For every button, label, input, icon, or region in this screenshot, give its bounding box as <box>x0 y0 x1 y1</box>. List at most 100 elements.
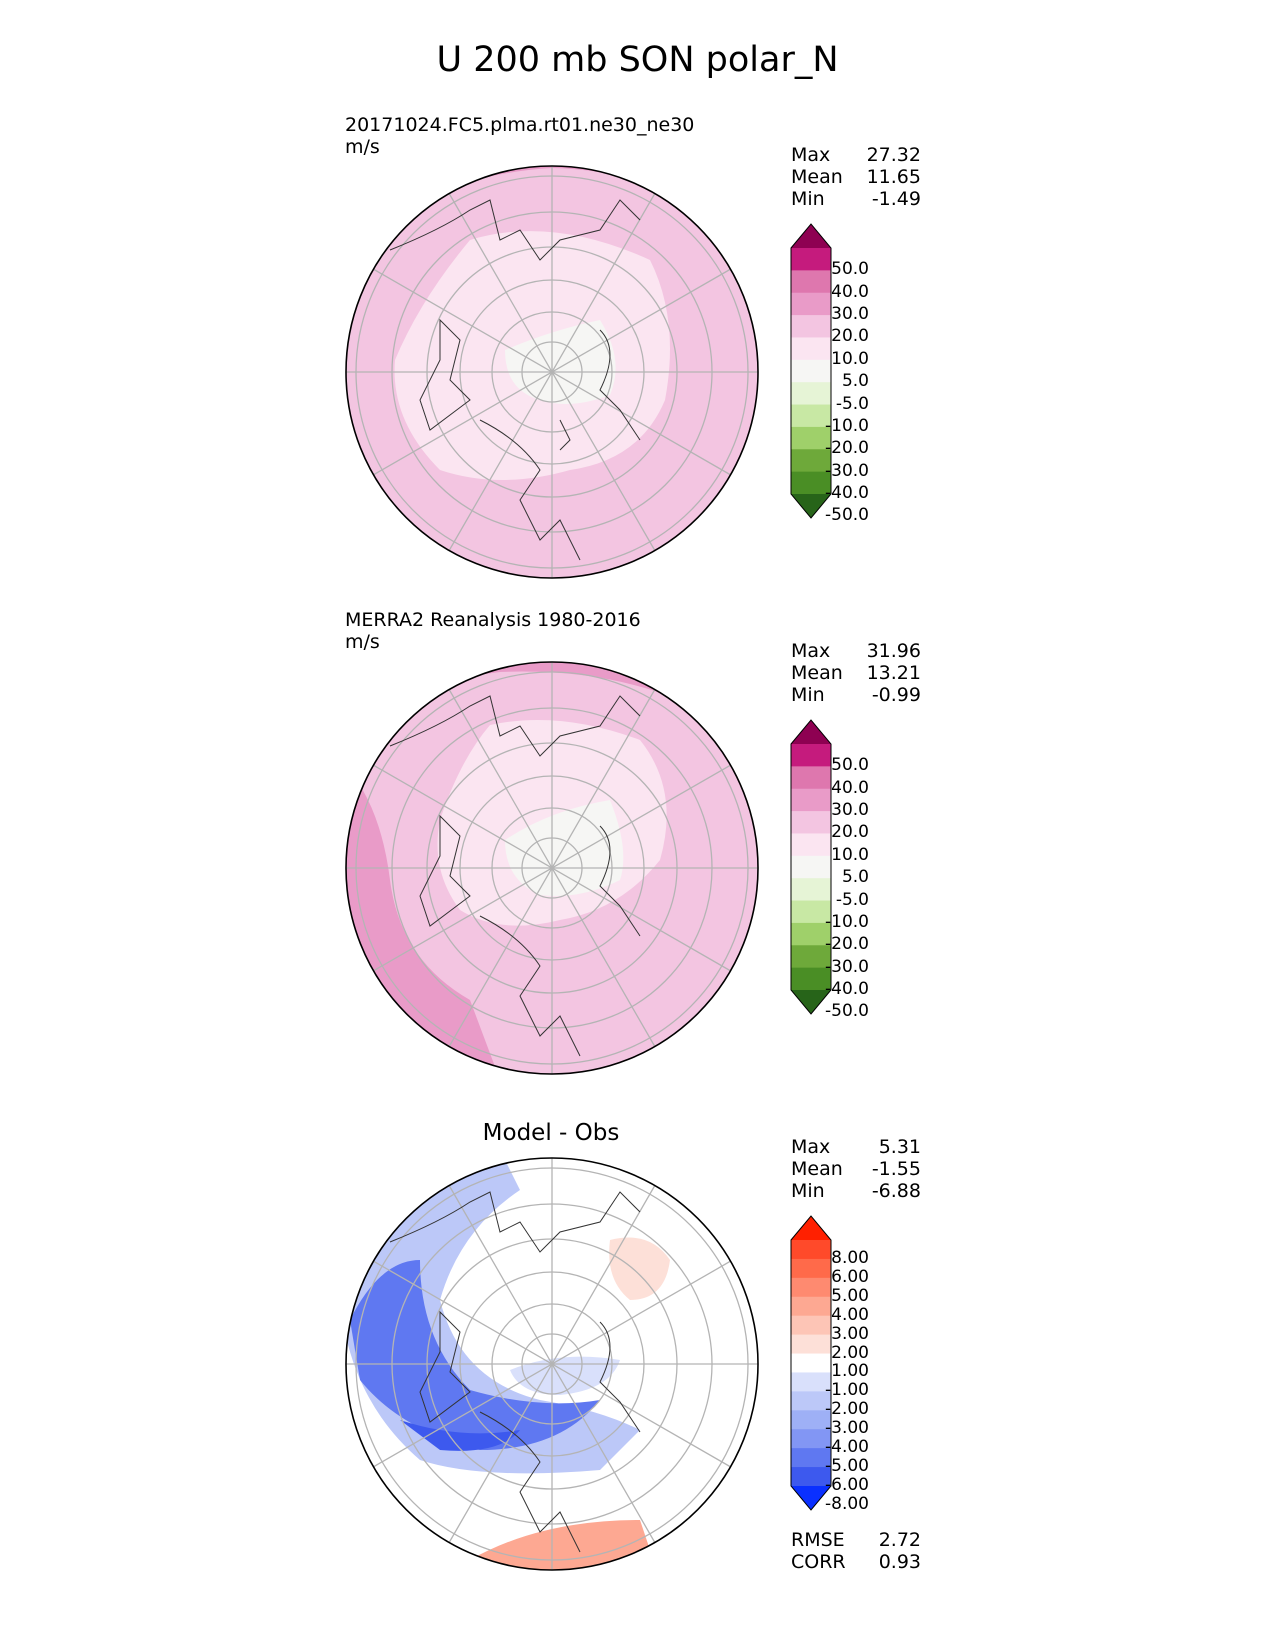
stat-label: Mean <box>791 166 843 188</box>
panel1-coastlines <box>389 199 641 561</box>
colorbar-tick-label: 6.00 <box>831 1266 869 1287</box>
colorbar-tick-label: -5.0 <box>835 889 869 910</box>
stat-row-max: Max 27.32 <box>791 144 921 166</box>
panel1-boundary <box>345 165 759 579</box>
colorbar-segment <box>791 744 831 767</box>
colorbar-segment <box>791 471 831 495</box>
colorbar-tick-label: -5.00 <box>825 1456 869 1477</box>
colorbar-outline <box>790 1215 832 1511</box>
colorbar-tick-label: 1.00 <box>831 1361 869 1382</box>
panel1-title: 20171024.FC5.plma.rt01.ne30_ne30 <box>345 114 695 136</box>
colorbar-segment <box>791 1334 831 1355</box>
colorbar-tick-label: 4.00 <box>831 1304 869 1325</box>
colorbar-tick-label: -2.00 <box>825 1399 869 1420</box>
colorbar-segment <box>791 833 831 857</box>
colorbar-segment <box>791 1353 831 1373</box>
panel3-metrics: RMSE 2.72 CORR 0.93 <box>791 1529 921 1573</box>
colorbar-segment <box>791 359 831 383</box>
colorbar-extend-max <box>791 224 831 248</box>
panel2-boundary <box>345 661 759 1075</box>
colorbar-segment <box>791 449 831 473</box>
colorbar-segment <box>791 248 831 271</box>
panel2-colorbar <box>790 719 832 1015</box>
diff-band-neg2-neg1 <box>510 1356 620 1395</box>
stat-row-mean: Mean 11.65 <box>791 166 921 188</box>
metric-row-corr: CORR 0.93 <box>791 1551 921 1573</box>
metric-label: RMSE <box>791 1529 845 1551</box>
stat-label: Min <box>791 684 825 706</box>
colorbar-extend-min <box>791 990 831 1014</box>
colorbar-segment <box>791 1277 831 1298</box>
colorbar-tick-label: 5.0 <box>841 371 869 392</box>
colorbar-segment <box>791 967 831 991</box>
colorbar-segment <box>791 788 831 812</box>
colorbar-tick-label: -20.0 <box>825 438 869 459</box>
colorbar-tick-label: 20.0 <box>831 822 869 843</box>
stat-label: Mean <box>791 1158 843 1180</box>
stat-value: -1.55 <box>871 1158 921 1180</box>
colorbar-tick-label: -6.00 <box>825 1475 869 1495</box>
colorbar-segment <box>791 1372 831 1392</box>
colorbar-segment <box>791 426 831 450</box>
stat-value: 31.96 <box>866 640 921 662</box>
colorbar-segment <box>791 855 831 879</box>
colorbar-segment <box>791 1467 831 1487</box>
colorbar-tick-label: -8.00 <box>825 1493 869 1514</box>
colorbar-segment <box>791 337 831 361</box>
colorbar-extend-min <box>791 1486 831 1510</box>
stat-label: Max <box>791 640 831 662</box>
colorbar-segment <box>791 1448 831 1468</box>
colorbar-tick-label: 5.00 <box>831 1285 869 1306</box>
colorbar-segment <box>791 404 831 428</box>
colorbar-tick-label: 50.0 <box>831 755 869 776</box>
colorbar-segment <box>791 900 831 924</box>
colorbar-tick-label: -50.0 <box>825 505 869 526</box>
panel3-coastlines <box>389 1191 641 1553</box>
colorbar-tick-label: 50.0 <box>831 259 869 280</box>
panel2-units: m/s <box>345 631 380 653</box>
panel2-title: MERRA2 Reanalysis 1980-2016 <box>345 609 641 631</box>
colorbar-tick-label: 2.00 <box>831 1342 869 1363</box>
stat-value: -6.88 <box>871 1180 921 1202</box>
diff-band-1-2 <box>609 1237 670 1300</box>
panel2-stats: Max 31.96 Mean 13.21 Min -0.99 <box>791 640 921 706</box>
stat-label: Max <box>791 1136 831 1158</box>
colorbar-extend-max <box>791 720 831 744</box>
panel2-gridlines <box>346 662 758 1074</box>
colorbar-extend-max <box>791 1216 831 1240</box>
colorbar-segment <box>791 1429 831 1449</box>
panel3-boundary <box>345 1157 759 1571</box>
panel3-title: Model - Obs <box>482 1120 620 1146</box>
colorbar-tick-label: 30.0 <box>831 304 869 325</box>
stat-value: -0.99 <box>871 684 921 706</box>
panel3-map <box>346 1158 758 1570</box>
colorbar-segment <box>791 1296 831 1317</box>
colorbar-tick-label: -30.0 <box>825 956 869 977</box>
colorbar-tick-label: -50.0 <box>825 1001 869 1022</box>
colorbar-segment <box>791 1391 831 1411</box>
stat-value: 11.65 <box>866 166 921 188</box>
colorbar-tick-label: 40.0 <box>831 777 869 798</box>
colorbar-tick-label: 5.0 <box>841 867 869 888</box>
stat-label: Min <box>791 188 825 210</box>
stat-label: Min <box>791 1180 825 1202</box>
colorbar-segment <box>791 1410 831 1430</box>
stat-row-max: Max 31.96 <box>791 640 921 662</box>
metric-value: 0.93 <box>878 1551 921 1573</box>
panel2-coastlines <box>389 695 641 1057</box>
colorbar-tick-label: -1.00 <box>825 1380 869 1401</box>
panel1-colorbar <box>790 223 832 519</box>
colorbar-tick-label: 20.0 <box>831 326 869 347</box>
colorbar-segment <box>791 1315 831 1336</box>
stat-row-min: Min -0.99 <box>791 684 921 706</box>
metric-value: 2.72 <box>878 1529 921 1551</box>
colorbar-segment <box>791 878 831 902</box>
colorbar-segment <box>791 945 831 969</box>
colorbar-tick-label: -40.0 <box>825 979 869 999</box>
colorbar-tick-label: 10.0 <box>831 844 869 865</box>
colorbar-tick-label: -5.0 <box>835 393 869 414</box>
stat-value: 13.21 <box>866 662 921 684</box>
colorbar-extend-min <box>791 494 831 518</box>
stat-value: -1.49 <box>871 188 921 210</box>
